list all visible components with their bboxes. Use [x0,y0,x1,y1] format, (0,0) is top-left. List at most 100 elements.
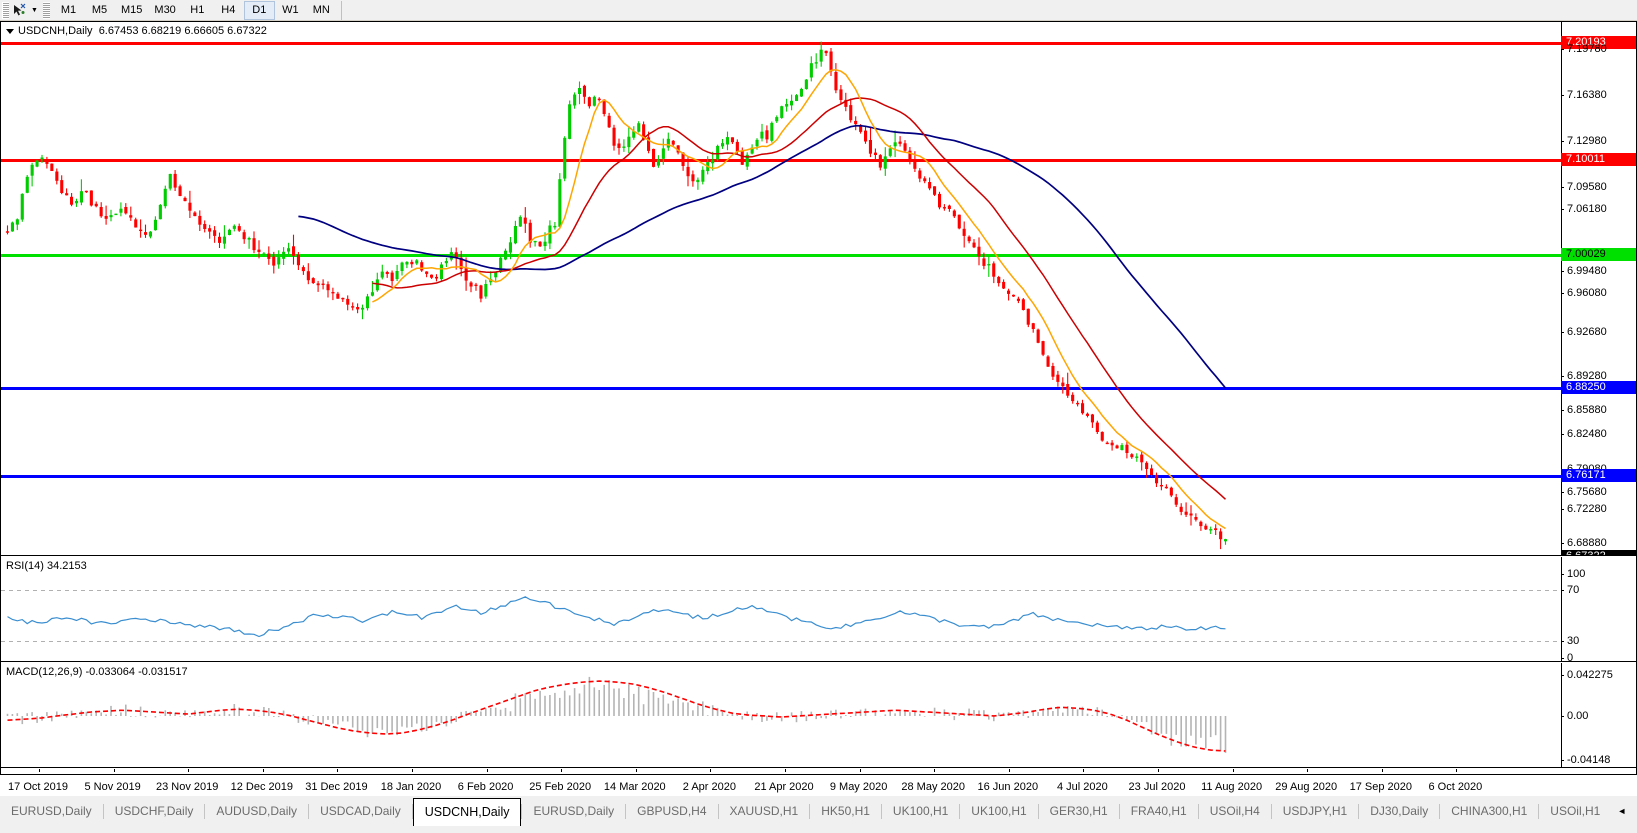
rsi-pane[interactable]: RSI(14) 34.2153 100 70 30 0 [1,557,1636,662]
chart-tab-audusd-daily[interactable]: AUDUSD,Daily [216,804,298,818]
time-tick-3 [262,769,264,772]
price-scale[interactable]: 7.20193 7.19780 7.16380 7.12980 7.10011 7.095… [1561,22,1636,555]
chevron-down-icon[interactable]: ▼ [31,6,38,14]
price-tick-6.75680: 6.75680 [1561,486,1636,499]
tab-divider [717,804,719,819]
resistance-line-7.10011[interactable] [1,159,1561,162]
tab-divider [204,804,206,819]
chart-tab-usdjpy-h1[interactable]: USDJPY,H1 [1282,804,1348,818]
time-axis-labels: 17 Oct 2019 5 Nov 2019 23 Nov 2019 12 Dec 2… [0,775,1560,793]
price-tick-7.10011: 7.10011 [1561,153,1636,166]
macd-tick--0.04148: -0.04148 [1561,754,1636,767]
macd-label: MACD(12,26,9) -0.033064 -0.031517 [6,666,188,678]
time-tick-5 [412,769,413,772]
tab-scroll-controls[interactable]: ◄ ► [1611,798,1637,824]
price-tick-6.85880: 6.85880 [1561,404,1636,417]
chart-tab-usdcad-daily[interactable]: USDCAD,Daily [320,804,401,818]
chart-window[interactable]: USDCNH,Daily 6.67453 6.68219 6.66605 6.6… [0,21,1637,775]
rsi-level-70-line [1,590,1561,591]
chart-tab-xauusd-h1[interactable]: XAUUSD,H1 [729,804,799,818]
time-label-16: 11 Aug 2020 [1201,781,1263,793]
support-line-6.76171[interactable] [1,475,1561,478]
tab-divider [880,804,882,819]
chart-tab-usdchf-daily[interactable]: USDCHF,Daily [114,804,194,818]
timeframe-button-m5[interactable]: M5 [91,4,108,16]
tab-divider [1439,804,1441,819]
chart-tab-fra40-h1[interactable]: FRA40,H1 [1130,804,1187,818]
timeframe-button-group: M1 M5 M15 M30 H1 H4 D1 W1 MN [53,0,337,20]
tab-divider [1118,804,1120,819]
chart-tab-usdcnh-daily[interactable]: USDCNH,Daily [412,798,522,826]
tab-divider [959,804,961,819]
price-tick-7.06180: 7.06180 [1561,203,1636,216]
chart-tab-ger30-h1[interactable]: GER30,H1 [1049,804,1108,818]
toolbar-separator [43,1,50,19]
time-label-3: 12 Dec 2019 [230,781,293,793]
time-label-14: 4 Jul 2020 [1057,781,1108,793]
chart-tab-dj30-daily[interactable]: DJ30,Daily [1370,804,1429,818]
candlestick-plot [5,41,1228,550]
rsi-plot [7,596,1226,638]
tab-divider [809,804,811,819]
pivot-line-7.00029[interactable] [1,254,1561,257]
price-tick-6.89280: 6.89280 [1561,370,1636,383]
resistance-line-7.20193[interactable] [1,42,1561,45]
timeframe-button-m1[interactable]: M1 [60,4,77,16]
time-tick-6 [486,769,488,772]
toolbar-grip[interactable] [2,1,9,19]
rsi-tick-70: 70 [1561,584,1636,597]
time-tick-0 [39,769,40,772]
scroll-right-icon[interactable]: ► [1635,806,1637,816]
timeframe-button-h1[interactable]: H1 [190,4,205,16]
time-label-19: 6 Oct 2020 [1428,781,1483,793]
time-tick-11 [859,769,861,772]
time-tick-17 [1307,769,1309,772]
scroll-left-icon[interactable]: ◄ [1617,806,1627,816]
price-tick-7.20193: 7.20193 [1561,36,1636,49]
price-tick-6.72280: 6.72280 [1561,503,1636,516]
collapse-triangle-icon[interactable] [6,28,14,34]
support-line-6.88250[interactable] [1,387,1561,390]
chart-tab-usoil-h1[interactable]: USOil,H1 [1550,804,1601,818]
macd-plot [6,676,1227,753]
timeframe-button-mn[interactable]: MN [312,4,330,16]
time-label-4: 31 Dec 2019 [305,781,368,793]
rsi-tick-30: 30 [1561,635,1636,648]
price-tick-6.82480: 6.82480 [1561,428,1636,441]
chart-tab-uk100-h1[interactable]: UK100,H1 [892,804,949,818]
macd-tick-0.00: 0.00 [1561,710,1636,723]
chart-tab-eurusd-daily[interactable]: EURUSD,Daily [11,804,92,818]
chart-tab-uk100-h1[interactable]: UK100,H1 [971,804,1027,818]
current-price-line [1,555,1561,556]
chart-tab-hk50-h1[interactable]: HK50,H1 [821,804,870,818]
timeframe-button-w1[interactable]: W1 [282,4,299,16]
macd-pane[interactable]: MACD(12,26,9) -0.033064 -0.031517 0.0422… [1,663,1636,768]
chart-tab-gbpusd-h4[interactable]: GBPUSD,H4 [637,804,707,818]
chart-tab-bar[interactable]: EURUSD,Daily USDCHF,Daily AUDUSD,Daily USDC… [0,795,1637,833]
price-tick-7.12980: 7.12980 [1561,135,1636,148]
chart-tab-china300-h1[interactable]: CHINA300,H1 [1451,804,1528,818]
price-pane[interactable]: USDCNH,Daily 6.67453 6.68219 6.66605 6.6… [1,22,1636,556]
rsi-tick-0: 0 [1561,652,1636,661]
timeframe-button-m15[interactable]: M15 [121,4,143,16]
chart-tab-eurusd-daily[interactable]: EURUSD,Daily [533,804,615,818]
rsi-scale: 100 70 30 0 [1561,557,1636,661]
time-axis-ticks [1,769,1636,774]
chart-symbol-label: USDCNH,Daily 6.67453 6.68219 6.66605 6.6… [6,25,267,37]
rsi-tick-100: 100 [1561,568,1636,581]
time-tick-9 [710,769,712,772]
time-label-6: 6 Feb 2020 [457,781,514,793]
timeframe-button-m30[interactable]: M30 [154,4,176,16]
ohlc-text: 6.67453 6.68219 6.66605 6.67322 [98,25,267,37]
time-label-8: 14 Mar 2020 [603,781,666,793]
time-label-13: 16 Jun 2020 [977,781,1039,793]
tab-divider [1358,804,1360,819]
chart-tab-usoil-h4[interactable]: USOil,H4 [1209,804,1260,818]
tab-divider [1037,804,1039,819]
price-tick-6.96080: 6.96080 [1561,287,1636,300]
time-label-0: 17 Oct 2019 [8,781,68,793]
timeframe-button-d1[interactable]: D1 [243,0,275,20]
crosshair-cursor-icon[interactable] [9,1,29,20]
timeframe-button-h4[interactable]: H4 [221,4,236,16]
tab-divider [1197,804,1199,819]
